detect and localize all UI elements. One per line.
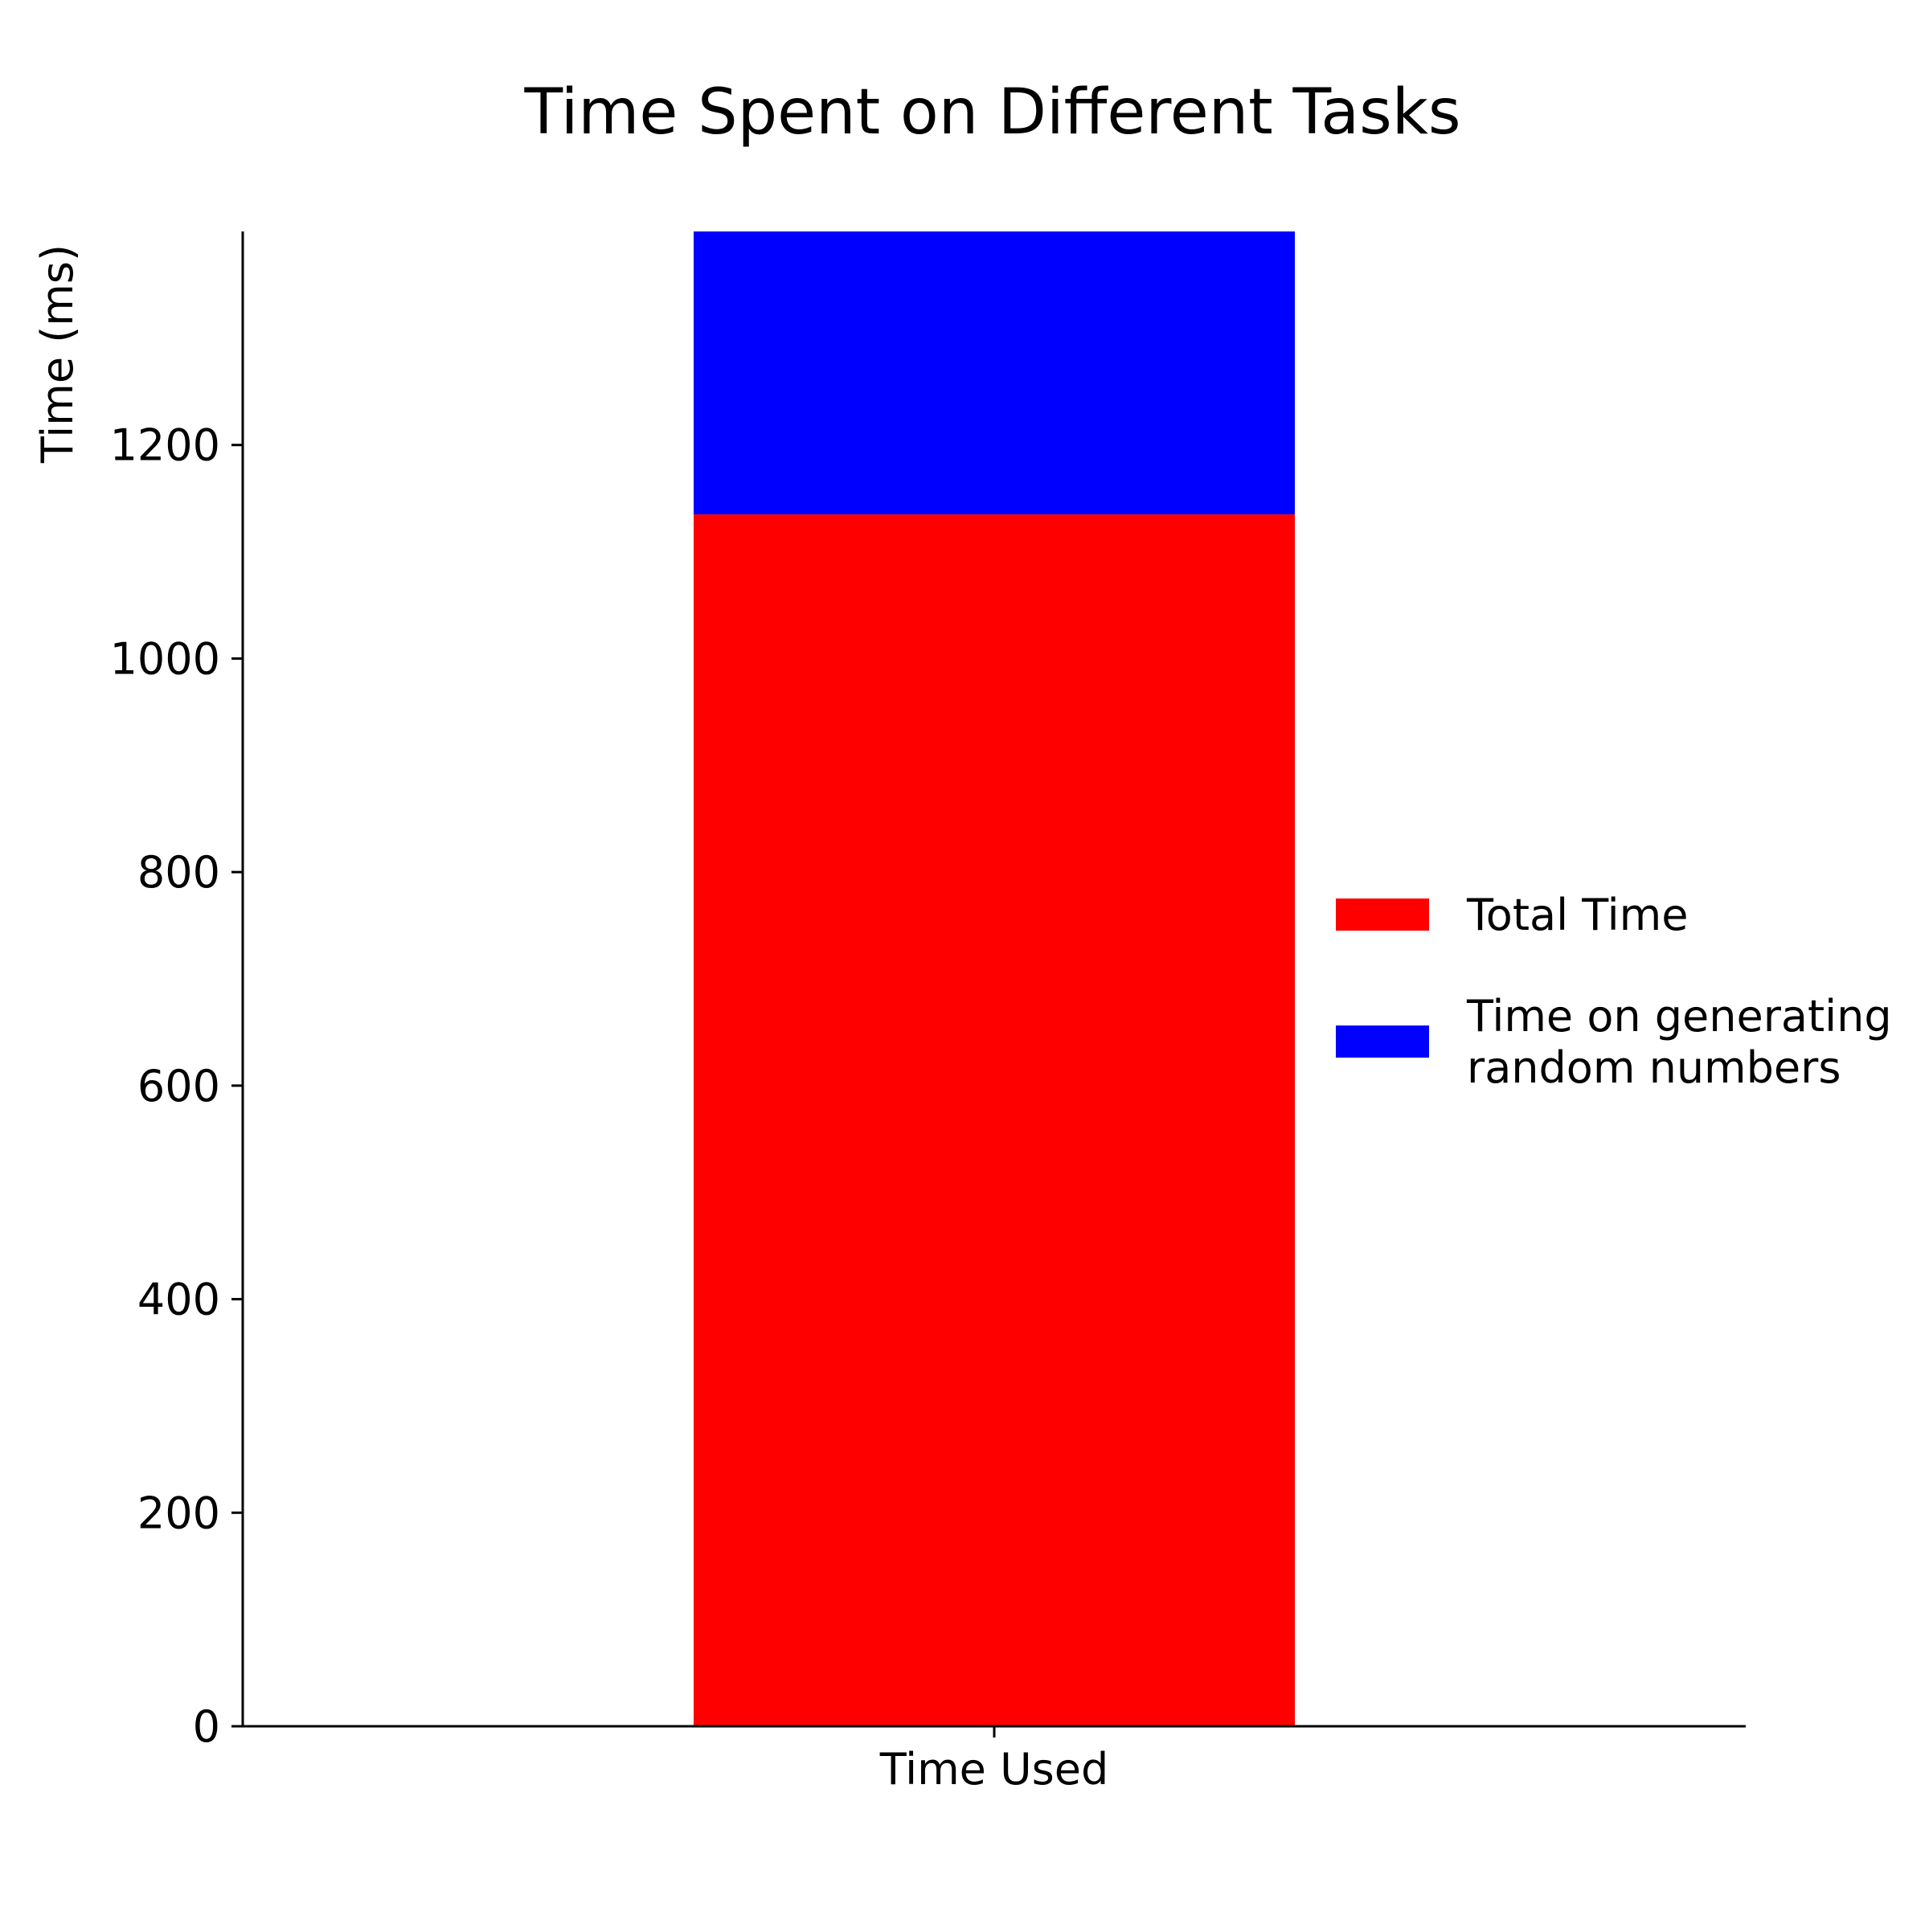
- bars-layer: [694, 231, 1295, 1726]
- bar-segment-series-0: [694, 514, 1295, 1726]
- y-axis-label: Time (ms): [32, 244, 83, 464]
- x-tick-label: Time Used: [879, 1744, 1108, 1795]
- y-tick-label: 400: [137, 1275, 220, 1325]
- legend-swatch: [1336, 898, 1429, 931]
- y-tick-label: 1000: [110, 633, 220, 684]
- y-ticks-layer: 0 200 400 600 800 1000 1200: [110, 420, 243, 1752]
- legend-label: random numbers: [1467, 1042, 1841, 1093]
- y-tick-label: 0: [193, 1701, 220, 1752]
- y-tick-label: 600: [137, 1061, 220, 1111]
- legend-swatch: [1336, 1025, 1429, 1058]
- bar-segment-series-1: [694, 231, 1295, 515]
- y-tick-label: 1200: [110, 420, 220, 471]
- y-tick-label: 800: [137, 847, 220, 898]
- y-tick-label: 200: [137, 1488, 220, 1538]
- legend-label: Time on generating: [1466, 991, 1892, 1042]
- x-ticks-layer: Time Used: [879, 1726, 1108, 1795]
- legend-entry-0: Total Time: [1336, 890, 1688, 940]
- legend-label: Total Time: [1466, 890, 1688, 940]
- chart-title: Time Spent on Different Tasks: [523, 76, 1460, 149]
